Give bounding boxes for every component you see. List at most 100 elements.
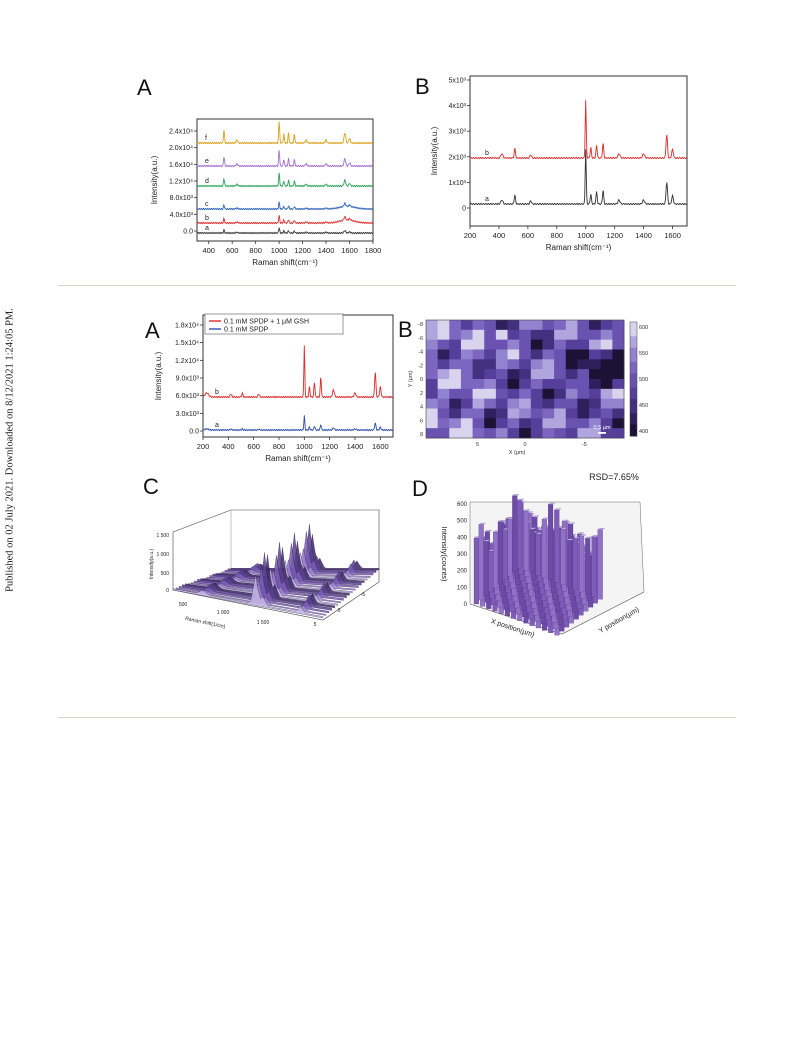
x-tick-label: 1200 [606,231,623,240]
heatmap-cell [437,398,450,409]
heatmap-cell [565,428,578,439]
heatmap-cell [612,359,625,370]
heatmap-cell [449,339,462,350]
rsd-annotation: RSD=7.65% [589,472,639,482]
series-label: b [215,389,219,396]
bar [502,529,508,581]
heatmap-cell [577,428,590,439]
heatmap-cell [507,398,520,409]
bottom-panel-d-3d-bars: RSD=7.65% 0 100 200 300 400 500 600 Intensity(co… [440,472,645,639]
heatmap-cell [472,398,485,409]
heatmap-cell [437,349,450,360]
colorbar-segment [630,344,637,349]
x-tick-label: 1400 [635,231,652,240]
heatmap-cell [495,339,508,350]
heatmap-cell [495,379,508,390]
heatmap-cell [589,428,602,439]
heatmap-cell [484,408,497,419]
y-tick-label: -8 [418,322,423,328]
colorbar-segment [630,359,637,363]
colorbar-segment [630,416,637,420]
y-tick-label: 1.2x10⁴ [169,179,193,186]
bar [497,521,503,585]
heatmap-cell [530,388,543,400]
bar [541,519,547,578]
bar [517,500,523,569]
heatmap-cell [484,369,497,380]
heatmap-cell [577,349,590,360]
y-tick-label: 2.0x10⁴ [169,145,193,152]
heatmap-cell [565,369,578,380]
x-tick-label: 600 [226,246,239,255]
bar [512,495,518,573]
bar-top [497,520,505,522]
colorbar-segment [630,401,637,406]
heatmap-cell [554,379,567,390]
y-tick-label: 5 [314,622,317,628]
heatmap-cell [495,349,508,360]
heatmap-cell [460,349,473,360]
heatmap-cell [542,339,555,350]
heatmap-cell [449,418,462,429]
z-axis-label: Intensity(counts) [440,526,449,582]
legend-label: 0.1 mM SPDP + 1 μM GSH [224,319,309,326]
y-axis-label: Intensity(a.u.) [154,351,163,400]
bar [488,550,494,593]
heatmap-cell [565,379,578,390]
heatmap-cell [530,369,543,380]
heatmap-cell [495,388,508,400]
heatmap-cell [519,339,532,350]
heatmap-cell [426,418,439,429]
series-line-b [202,345,393,399]
heatmap-cell [530,339,543,350]
bottom-panel-b: B -8 -6 -4 -2 0 2 4 6 8 Y (µm) 5 0 -5 X (µm) 0.5 µm 600… [398,315,660,460]
heatmap-cell [612,398,625,409]
heatmap-cell [530,398,543,409]
heatmap-cell [507,408,520,419]
colorbar-segment [630,430,637,434]
x-tick-label: 1800 [365,246,382,255]
heatmap-cell [495,418,508,429]
heatmap-cell [554,369,567,380]
panel-letter: A [145,318,160,343]
heatmap-cell [577,359,590,370]
heatmap-cell [495,329,508,341]
heatmap-cell [495,428,508,439]
heatmap-cell [554,388,567,400]
heatmap-cell [554,320,567,331]
bar-top [516,498,525,501]
legend-box [204,313,344,335]
series-line-a [196,226,373,235]
z-tick-label: 500 [457,519,468,525]
bar [483,541,489,597]
heatmap-cell [507,428,520,439]
heatmap-cell [484,398,497,409]
x-tick-label: 1600 [664,231,681,240]
series-label: b [485,150,489,157]
bottom-panel-d: D RSD=7.65% 0 100 200 300 400 500 600 Intensity(… [412,472,662,642]
bar [478,524,484,601]
heatmap-cell [612,428,625,439]
bar-top [478,523,486,525]
y-tick-label: 4 [420,405,423,411]
heatmap-cell [426,349,439,360]
colorbar-segment [630,421,637,426]
colorbar-segment [630,384,637,389]
colorbar-segment [630,353,637,357]
colorbar-segment [630,373,637,377]
heatmap-cell [449,408,462,419]
colorbar-segment [630,427,637,431]
bar [591,536,597,597]
colorbar-segment [630,390,637,394]
heatmap-cell [600,418,613,429]
colorbar-segment [630,333,637,337]
y-tick-label: 2x10³ [448,154,466,161]
heatmap-cell [460,359,473,370]
heatmap-cell [530,408,543,419]
x-tick-label: 1200 [321,442,338,451]
colorbar-tick-label: 600 [639,325,648,331]
x-axis-label: Raman shift(cm⁻¹) [252,258,318,267]
colorbar-segment [630,433,637,437]
y-tick-label: 0 [338,608,341,614]
heatmap-cell [542,388,555,400]
